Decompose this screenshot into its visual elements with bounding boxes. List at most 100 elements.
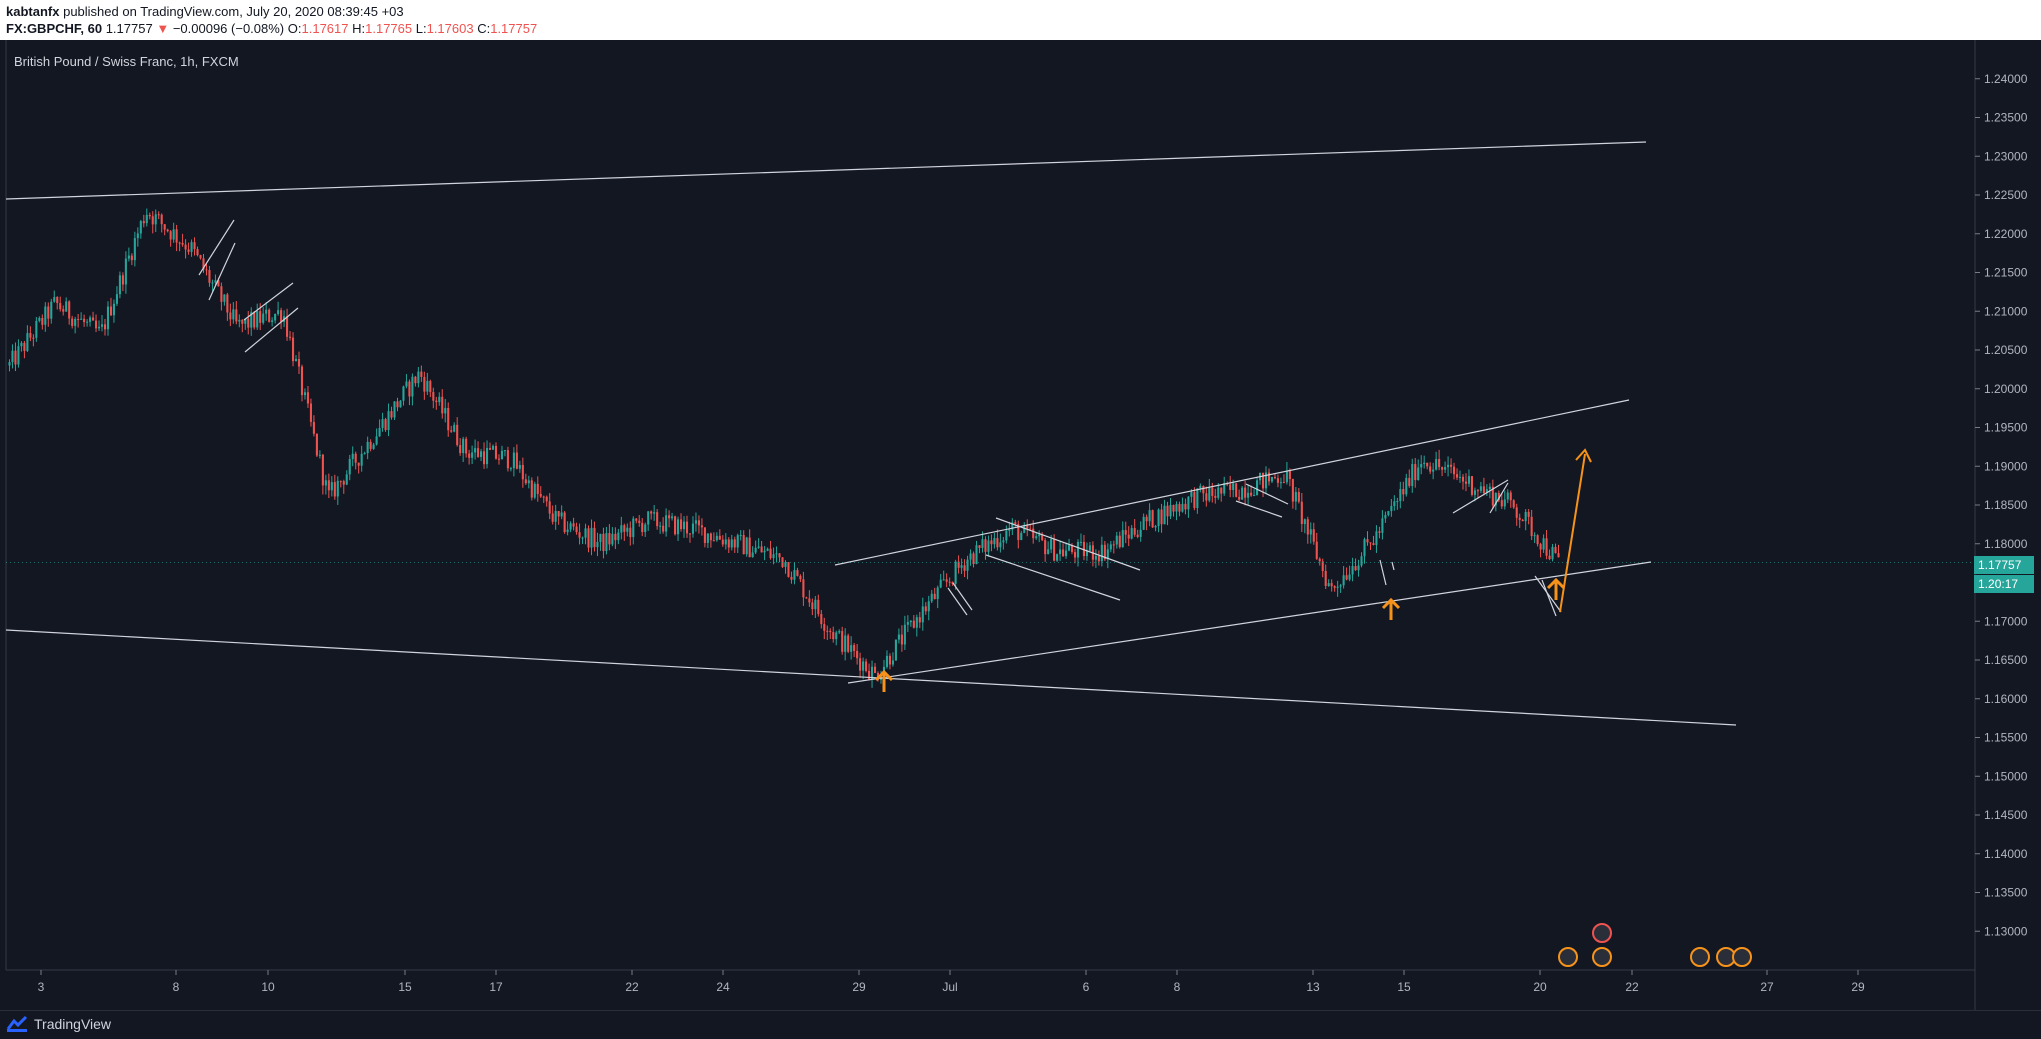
candle-body: [1211, 487, 1214, 496]
candle-body: [1121, 530, 1124, 548]
symbol-label[interactable]: FX:GBPCHF, 60: [6, 21, 103, 36]
candle-body: [700, 525, 703, 528]
candle-body: [566, 529, 569, 533]
candle-body: [1554, 546, 1557, 554]
candle-body: [1306, 519, 1309, 535]
candle-body: [1444, 467, 1447, 470]
flag-line-4b[interactable]: [985, 554, 1121, 601]
uk-flag-event-icon[interactable]: [1732, 947, 1752, 967]
candle-body: [694, 520, 697, 524]
candle-body: [80, 318, 83, 320]
flag-line-5a[interactable]: [1245, 483, 1289, 505]
flag-line-4a[interactable]: [995, 517, 1141, 571]
candle-body: [23, 342, 26, 351]
upper-channel-line[interactable]: [5, 141, 1647, 200]
flag-line-6b[interactable]: [1391, 561, 1395, 571]
candle-body: [724, 539, 727, 545]
rising-channel-top[interactable]: [834, 399, 1630, 566]
candle-body: [1247, 492, 1250, 498]
price-axis[interactable]: 1.24000 1.23500 1.23000 1.22500 1.22000 1.215…: [1975, 72, 2028, 939]
rising-channel-bottom[interactable]: [847, 561, 1652, 684]
swiss-flag-event-icon[interactable]: [1592, 923, 1612, 943]
candle-body: [853, 645, 856, 651]
publication-info: kabtanfx published on TradingView.com, J…: [6, 4, 404, 19]
flag-line-8b[interactable]: [1541, 579, 1557, 617]
candle-body: [948, 581, 951, 583]
candle-body: [951, 581, 954, 584]
candle-body: [488, 447, 492, 450]
candle-body: [133, 238, 136, 261]
candle-body: [202, 258, 205, 270]
chart-pane[interactable]: 1.24000 1.23500 1.23000 1.22500 1.22000 1.215…: [0, 40, 2041, 1010]
flag-line-6a[interactable]: [1379, 559, 1387, 586]
candle-body: [685, 521, 689, 534]
candle-body: [1163, 505, 1166, 525]
last-price: 1.17757: [105, 21, 153, 36]
flag-line-7b[interactable]: [1489, 482, 1509, 514]
candle-body: [969, 553, 972, 560]
trendline-drawings[interactable]: [5, 141, 1737, 726]
candle-body: [772, 554, 775, 559]
candle-body: [999, 542, 1002, 548]
candle-body: [1223, 483, 1226, 494]
time-tick-label: 3: [38, 980, 45, 994]
candle-body: [109, 306, 113, 316]
flag-line-5b[interactable]: [1235, 500, 1283, 518]
candle-body: [223, 294, 226, 302]
candle-body: [497, 458, 501, 460]
candle-body: [32, 337, 35, 339]
candle-body: [268, 309, 271, 322]
candle-body: [1214, 495, 1217, 498]
lower-channel-line[interactable]: [5, 629, 1737, 726]
candle-body: [885, 655, 889, 667]
flag-line-7a[interactable]: [1452, 479, 1509, 514]
candle-body: [187, 249, 190, 252]
flag-line-1b[interactable]: [208, 242, 236, 301]
candle-body: [927, 601, 930, 612]
time-axis[interactable]: 3 8 10 15 17 22 24 29 Jul 6 8 13 15 20 22 27 29: [38, 970, 1865, 994]
projection-arrow-line[interactable]: [1559, 453, 1586, 613]
price-tick-label: 1.24000: [1984, 72, 2028, 86]
candle-body: [483, 451, 486, 465]
candle-body: [900, 634, 903, 645]
candle-body: [623, 525, 626, 532]
chart-canvas[interactable]: 1.24000 1.23500 1.23000 1.22500 1.22000 1.215…: [0, 40, 2041, 1010]
flag-line-3a[interactable]: [947, 587, 968, 616]
candle-body: [1542, 538, 1545, 550]
candle-body: [1151, 510, 1154, 528]
candle-body: [1318, 558, 1321, 562]
candle-body: [330, 482, 333, 491]
flag-line-2a[interactable]: [243, 282, 294, 321]
candle-body: [130, 255, 133, 261]
candle-body: [83, 318, 86, 323]
candle-body: [1387, 511, 1390, 516]
candle-body: [1241, 487, 1244, 500]
candle-body: [169, 231, 172, 240]
candle-body: [736, 535, 739, 548]
candle-body: [1208, 487, 1211, 501]
candle-body: [1029, 528, 1032, 530]
economic-events[interactable]: [1558, 923, 1752, 967]
uk-flag-event-icon[interactable]: [1690, 947, 1710, 967]
candle-body: [462, 438, 465, 454]
flag-line-3b[interactable]: [952, 582, 973, 611]
candle-body: [596, 541, 599, 548]
flag-line-2b[interactable]: [244, 307, 299, 353]
candle-body: [766, 548, 769, 551]
candle-body: [1551, 546, 1554, 560]
candle-body: [590, 527, 593, 548]
tradingview-logo[interactable]: TradingView: [6, 1015, 111, 1033]
candle-body: [530, 480, 533, 498]
candle-body: [751, 552, 754, 558]
uk-flag-event-icon[interactable]: [1558, 947, 1578, 967]
candle-body: [790, 576, 793, 580]
candle-body: [620, 525, 623, 533]
flag-line-1a[interactable]: [198, 219, 235, 276]
candle-body: [1145, 516, 1148, 522]
author-name[interactable]: kabtanfx: [6, 4, 60, 19]
candle-body: [190, 242, 193, 252]
uk-flag-event-icon[interactable]: [1592, 947, 1612, 967]
candle-body: [26, 333, 29, 351]
candle-body: [521, 464, 524, 480]
candle-body: [1166, 505, 1169, 517]
